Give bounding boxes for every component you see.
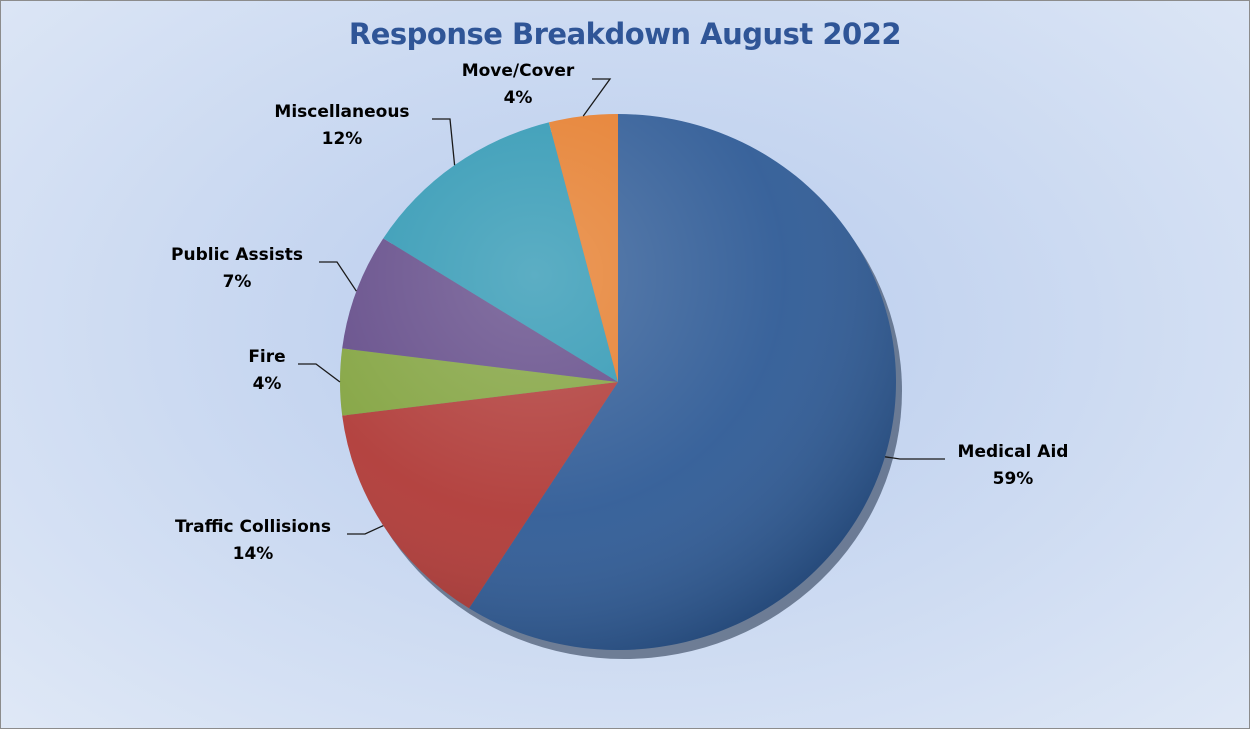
leader-line-fire: [298, 363, 341, 383]
slice-percent-miscellaneous: 12%: [322, 129, 363, 149]
slice-label-miscellaneous: Miscellaneous: [274, 102, 409, 122]
pie-gloss: [340, 114, 896, 650]
slice-label-public-assists: Public Assists: [171, 245, 303, 265]
chart-title: Response Breakdown August 2022: [348, 17, 902, 51]
slice-label-traffic-collisions: Traffic Collisions: [175, 517, 331, 537]
slice-label-medical-aid: Medical Aid: [958, 442, 1069, 462]
leader-line-medical-aid: [884, 456, 945, 460]
leader-line-public-assists: [319, 261, 357, 292]
slice-percent-move-cover: 4%: [504, 88, 533, 108]
slice-percent-public-assists: 7%: [223, 272, 252, 292]
leader-line-move-cover: [582, 78, 612, 117]
slice-label-move-cover: Move/Cover: [462, 61, 575, 81]
leader-line-miscellaneous: [432, 118, 456, 166]
slice-label-fire: Fire: [248, 347, 285, 367]
leader-line-traffic-collisions: [347, 525, 384, 535]
slice-percent-traffic-collisions: 14%: [233, 544, 274, 564]
slice-percent-medical-aid: 59%: [993, 469, 1034, 489]
slice-percent-fire: 4%: [253, 374, 282, 394]
